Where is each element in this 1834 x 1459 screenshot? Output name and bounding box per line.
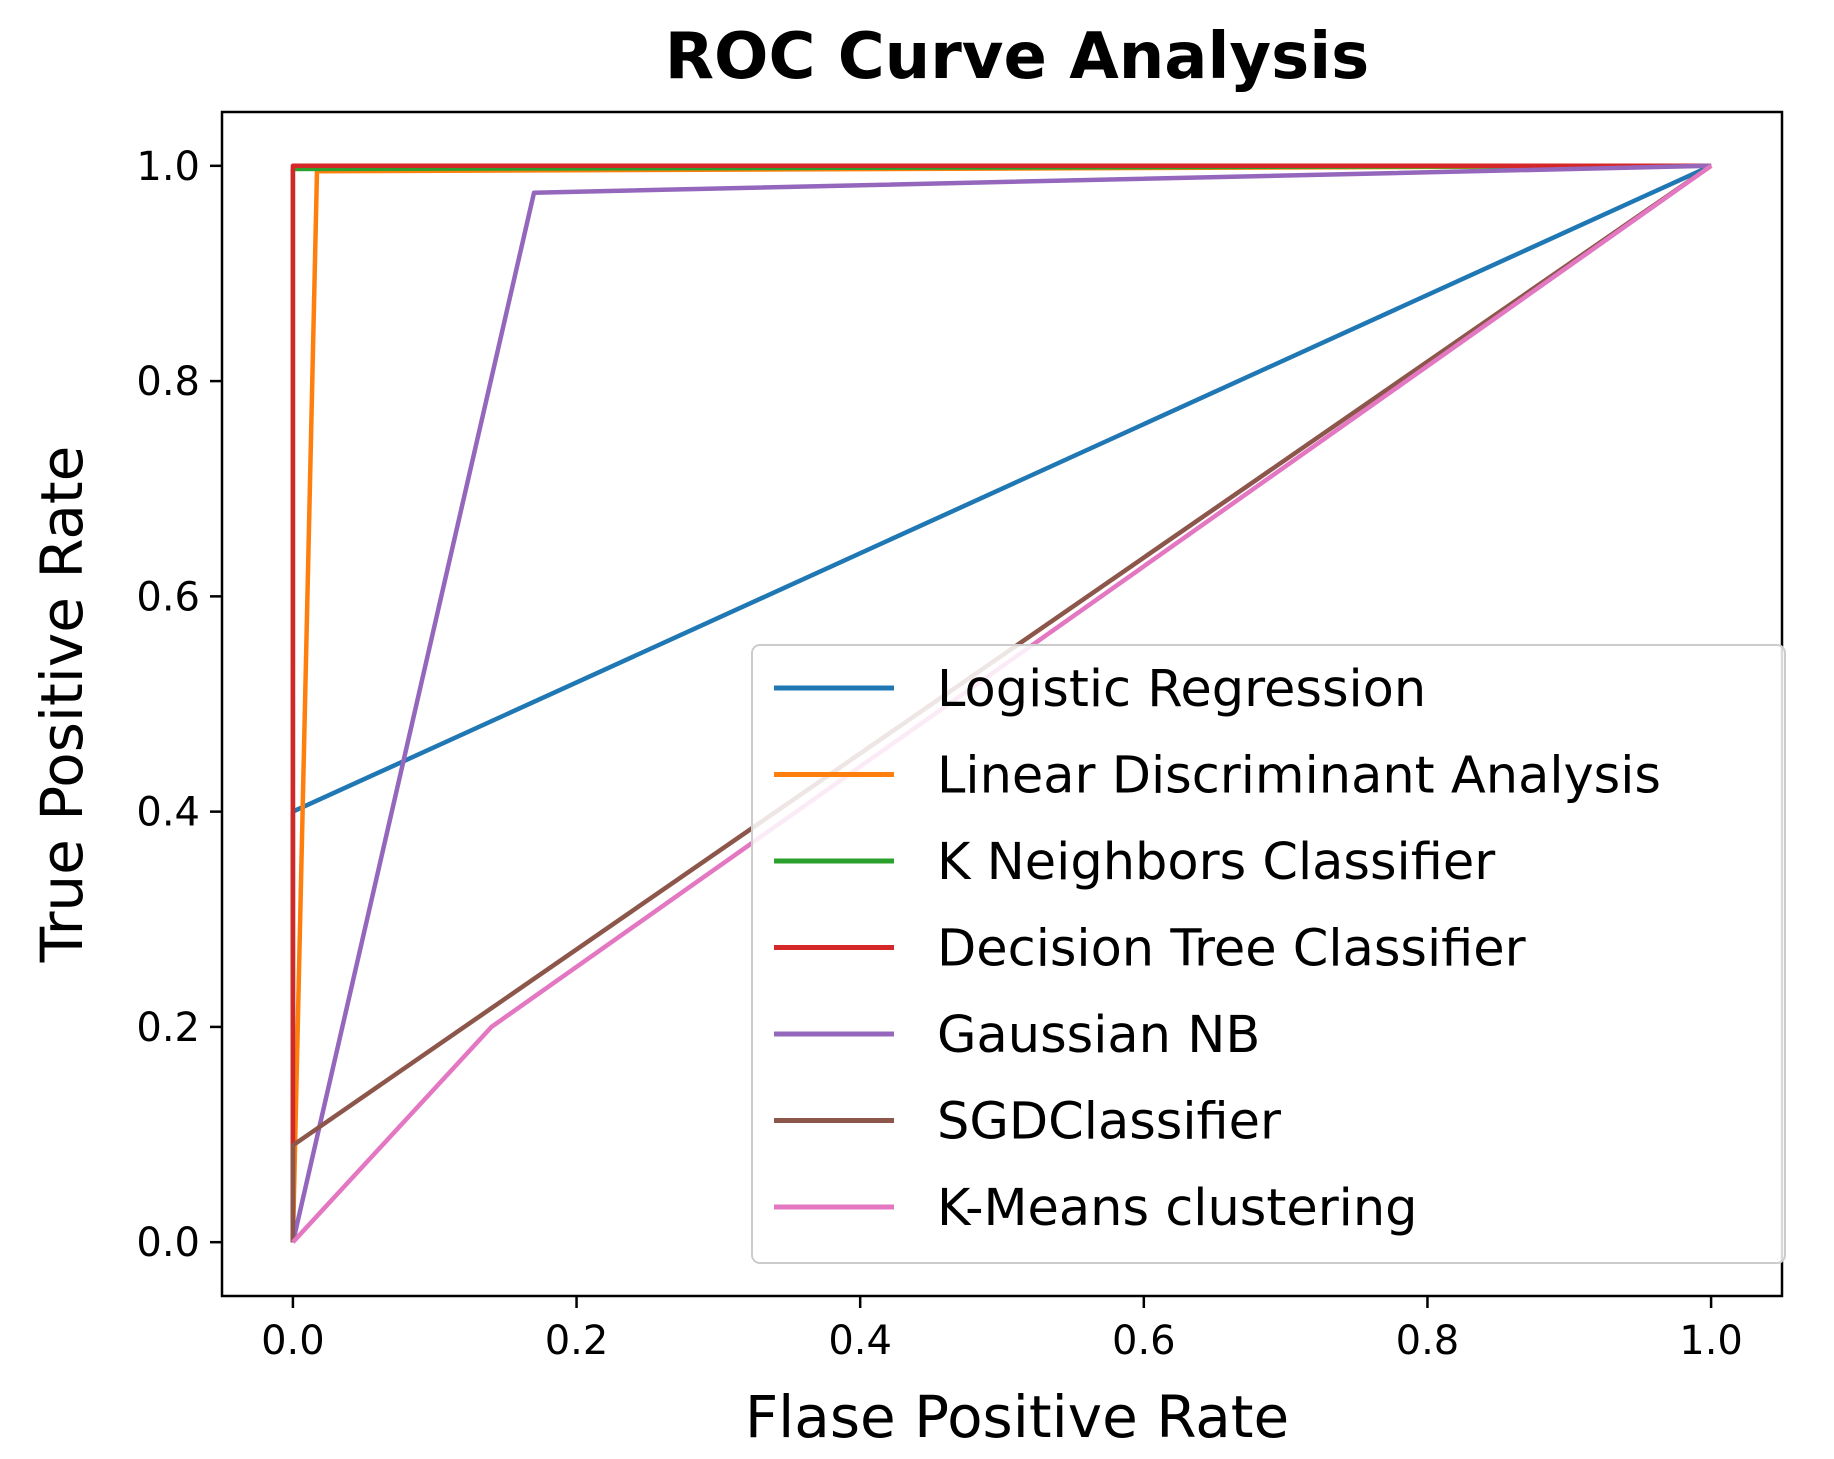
x-tick-label: 0.4 [828, 1318, 892, 1364]
series-line-6 [291, 163, 1713, 1244]
y-tick-label: 1.0 [136, 144, 200, 190]
x-axis-ticks: 0.0 0.2 0.4 0.6 0.8 1.0 [261, 1296, 1743, 1364]
chart-title: ROC Curve Analysis [665, 20, 1370, 94]
x-tick-label: 0.2 [545, 1318, 609, 1364]
y-axis-ticks: 0.0 0.2 0.4 0.6 0.8 1.0 [136, 144, 222, 1266]
x-axis-label: Flase Positive Rate [745, 1383, 1289, 1451]
series-layer [290, 163, 1713, 1244]
legend-label: Decision Tree Classifier [937, 920, 1526, 979]
x-tick-label: 0.8 [1396, 1318, 1460, 1364]
legend-label: K Neighbors Classifier [937, 833, 1495, 892]
series-line-3 [290, 163, 1712, 1243]
legend-label: SGDClassifier [937, 1093, 1281, 1152]
y-tick-label: 0.8 [136, 359, 200, 405]
y-tick-label: 0.4 [136, 790, 200, 836]
x-tick-label: 0.6 [1112, 1318, 1176, 1364]
legend-label: Gaussian NB [937, 1006, 1260, 1065]
legend-label: Linear Discriminant Analysis [937, 747, 1661, 806]
legend: Logistic Regression Linear Discriminant A… [751, 644, 1786, 1264]
y-tick-label: 0.2 [136, 1005, 200, 1051]
y-axis-label: True Positive Rate [28, 446, 96, 964]
series-line-5 [290, 163, 1713, 1243]
y-tick-label: 0.0 [136, 1220, 200, 1266]
legend-label: K-Means clustering [937, 1179, 1418, 1238]
legend-box [751, 644, 1786, 1264]
x-tick-label: 0.0 [261, 1318, 325, 1364]
series-line-4 [290, 163, 1712, 1243]
legend-label: Logistic Regression [937, 660, 1426, 719]
x-tick-label: 1.0 [1679, 1318, 1743, 1364]
y-tick-label: 0.6 [136, 574, 200, 620]
